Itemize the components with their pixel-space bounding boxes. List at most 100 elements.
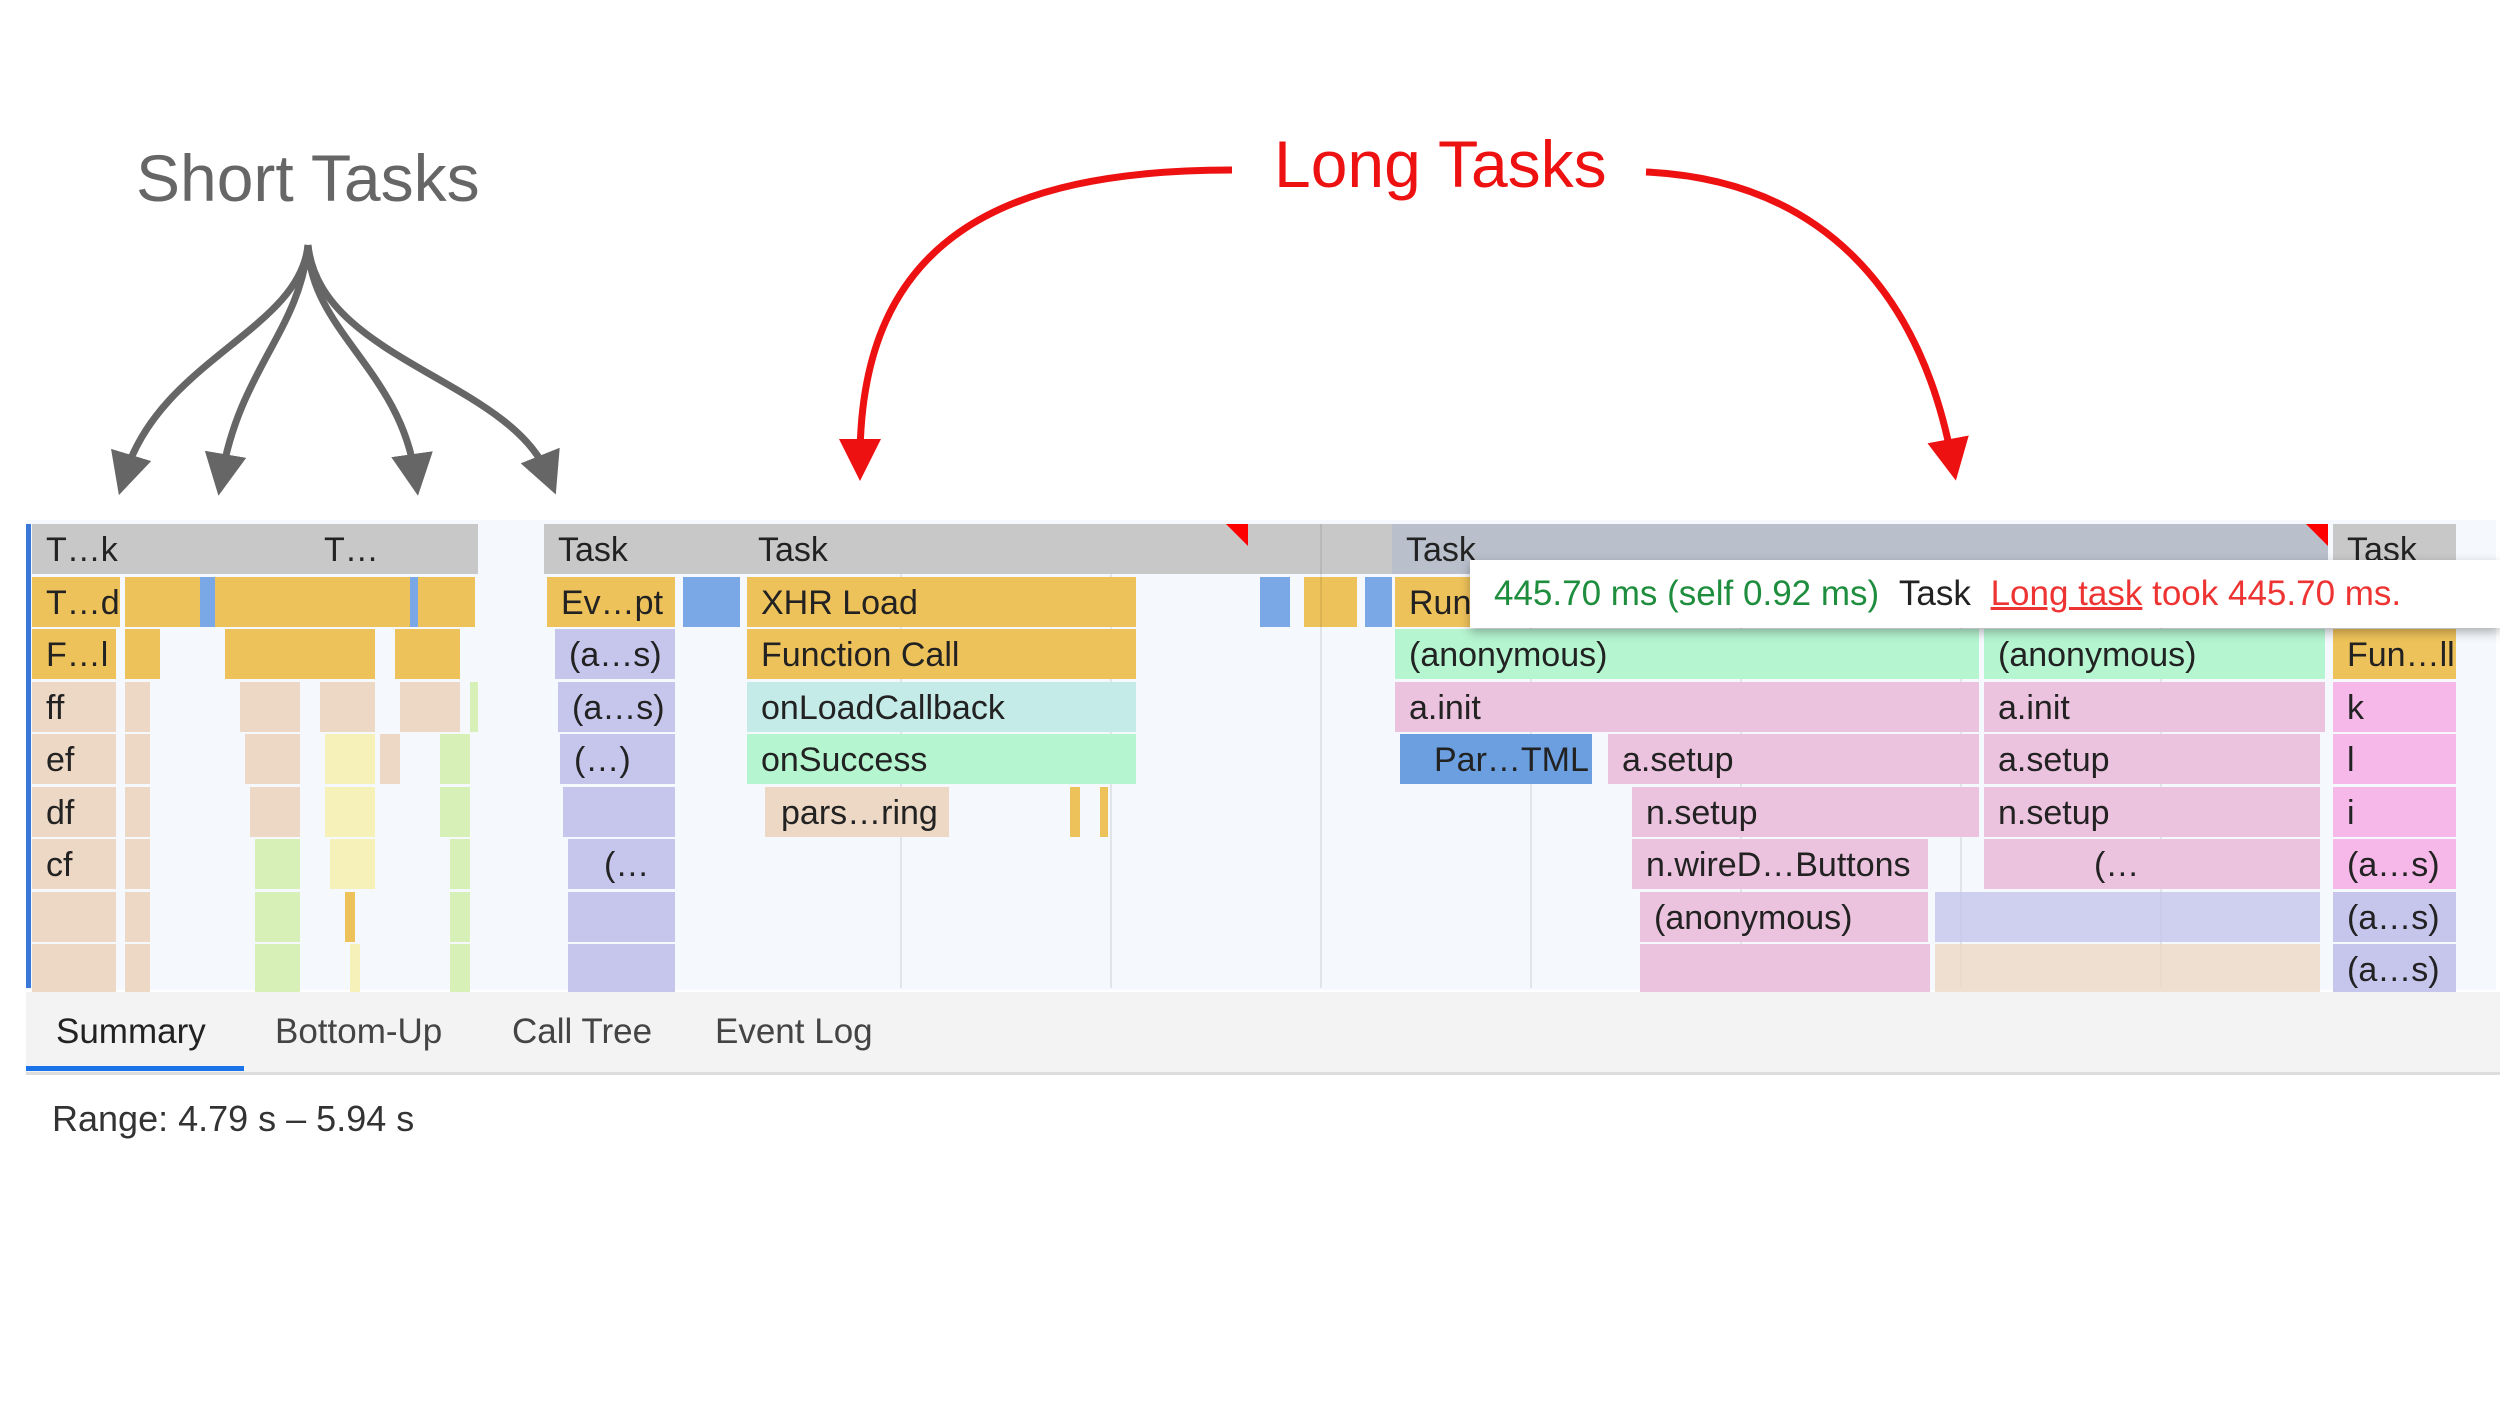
anonymous-block[interactable]: (anonymous) (1395, 629, 1979, 679)
function-block[interactable]: (… (568, 839, 675, 889)
parse-string-block[interactable]: pars…ring (765, 787, 949, 837)
tooltip-duration: 445.70 ms (self 0.92 ms) (1494, 574, 1880, 613)
short-arrow-4 (304, 244, 560, 495)
flame-sliver (1260, 577, 1290, 627)
onloadcallback-block[interactable]: onLoadCallback (747, 682, 1136, 732)
long-task-link[interactable]: Long task (1990, 574, 2143, 613)
init-block[interactable]: a.init (1984, 682, 2325, 732)
flame-sliver (350, 944, 360, 994)
function-block[interactable]: (a…s) (2333, 839, 2456, 889)
active-tab-indicator (26, 1066, 244, 1071)
short-arrow-1 (111, 244, 312, 496)
parse-html-block[interactable]: Par…TML (1400, 734, 1592, 784)
function-block[interactable]: Fun…ll (2333, 629, 2456, 679)
event-block[interactable]: T…d (32, 577, 120, 627)
tab-bottom-up[interactable]: Bottom-Up (275, 1012, 443, 1051)
flame-sliver (320, 682, 375, 732)
flame-sliver (125, 892, 150, 942)
function-block[interactable]: (a…s) (555, 629, 675, 679)
flame-sliver (470, 682, 478, 732)
task-block[interactable]: T…k (32, 524, 132, 574)
function-call-block[interactable]: Function Call (747, 629, 1136, 679)
function-block[interactable] (568, 944, 675, 994)
setup-block[interactable]: a.setup (1984, 734, 2320, 784)
task-block[interactable]: T… (310, 524, 390, 574)
task-block[interactable]: Task (544, 524, 680, 574)
flame-sliver (680, 524, 744, 574)
flame-sliver (1248, 524, 1392, 574)
function-block[interactable] (1640, 944, 1930, 994)
function-block[interactable]: (a…s) (2333, 944, 2456, 994)
function-block[interactable]: cf (32, 839, 116, 889)
setup-block[interactable]: a.setup (1608, 734, 1979, 784)
function-block[interactable]: F…l (32, 629, 116, 679)
onsuccess-block[interactable]: onSuccess (747, 734, 1136, 784)
function-block[interactable]: (a…s) (2333, 892, 2456, 942)
flame-sliver (345, 892, 355, 942)
function-block[interactable] (32, 944, 116, 994)
xhr-load-block[interactable]: XHR Load (747, 577, 1136, 627)
flame-left-border (26, 524, 31, 988)
function-block[interactable]: ff (32, 682, 116, 732)
range-text: Range: 4.79 s – 5.94 s (52, 1098, 415, 1139)
init-block[interactable]: a.init (1395, 682, 1979, 732)
function-block[interactable] (32, 892, 116, 942)
flame-sliver (255, 892, 300, 942)
flame-sliver (200, 577, 215, 627)
flame-sliver (440, 734, 470, 784)
long-task-marker (2306, 524, 2328, 546)
function-block[interactable]: df (32, 787, 116, 837)
flame-sliver (250, 787, 300, 837)
flame-sliver (1304, 577, 1357, 627)
long-arrow-left (839, 166, 1233, 481)
flame-sliver (225, 629, 300, 679)
function-block[interactable]: (…) (560, 734, 675, 784)
flame-sliver (125, 734, 150, 784)
function-block[interactable]: l (2333, 734, 2456, 784)
long-task-block[interactable]: Task (744, 524, 1248, 574)
function-block[interactable] (1935, 892, 2320, 942)
flame-sliver (300, 629, 375, 679)
setup-block[interactable]: n.setup (1984, 787, 2320, 837)
flame-sliver (450, 839, 470, 889)
tab-call-tree[interactable]: Call Tree (512, 1012, 653, 1051)
flame-sliver (450, 892, 470, 942)
function-block[interactable] (563, 787, 675, 837)
flame-sliver (125, 682, 150, 732)
function-block[interactable]: i (2333, 787, 2456, 837)
flame-sliver (255, 839, 300, 889)
setup-block[interactable]: n.setup (1632, 787, 1979, 837)
long-arrow-right (1645, 168, 1969, 481)
function-block[interactable] (1935, 944, 2320, 994)
tab-summary[interactable]: Summary (56, 1012, 206, 1051)
function-block[interactable]: k (2333, 682, 2456, 732)
function-block[interactable]: (a…s) (558, 682, 675, 732)
flame-sliver (1365, 577, 1392, 627)
annotation-arrows (111, 166, 1969, 496)
task-tooltip: 445.70 ms (self 0.92 ms) Task Long task … (1470, 560, 2500, 628)
anonymous-block[interactable]: (anonymous) (1984, 629, 2325, 679)
flame-sliver (125, 944, 150, 994)
function-block[interactable]: ef (32, 734, 116, 784)
function-block[interactable] (568, 892, 675, 942)
flame-sliver (325, 787, 375, 837)
grid-line (1320, 524, 1322, 988)
flame-sliver (400, 682, 460, 732)
flame-sliver (330, 839, 375, 889)
anonymous-block[interactable]: (anonymous) (1640, 892, 1928, 942)
flame-sliver (380, 734, 400, 784)
flame-sliver (240, 682, 300, 732)
flame-sliver (245, 734, 300, 784)
short-tasks-label: Short Tasks (136, 141, 480, 215)
flame-sliver (325, 734, 375, 784)
function-block[interactable]: (… (1984, 839, 2320, 889)
run-block[interactable]: Run (1395, 577, 1475, 627)
flame-sliver (1100, 787, 1108, 837)
wire-buttons-block[interactable]: n.wireD…Buttons (1632, 839, 1928, 889)
flame-sliver (125, 787, 150, 837)
long-task-marker (1226, 524, 1248, 546)
short-arrow-2 (204, 244, 312, 496)
tab-event-log[interactable]: Event Log (715, 1012, 873, 1051)
tooltip-name: Task (1898, 574, 1971, 613)
event-block[interactable]: Ev…pt (547, 577, 675, 627)
